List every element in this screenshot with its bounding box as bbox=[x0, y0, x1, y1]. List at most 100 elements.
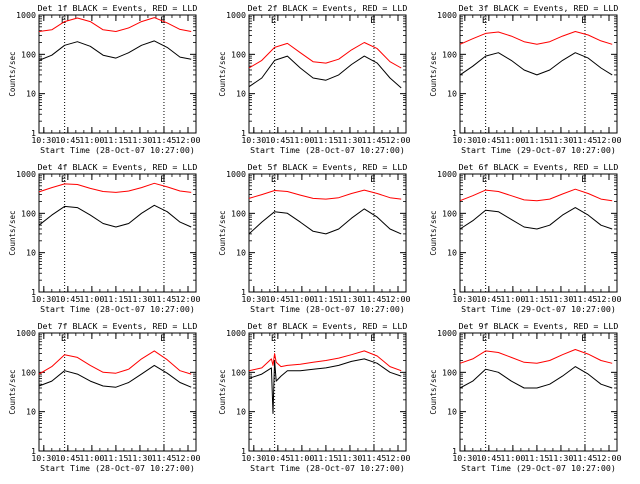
event-marker-label: E bbox=[61, 16, 66, 26]
x-tick-label: 10:30 bbox=[31, 294, 56, 304]
x-tick-label: 10:30 bbox=[452, 453, 477, 463]
event-marker-label: E bbox=[482, 175, 487, 185]
y-axis-label: Counts/sec bbox=[8, 210, 17, 255]
event-marker-label: E bbox=[271, 175, 276, 185]
x-tick-label: 11:30 bbox=[548, 453, 573, 463]
x-tick-label: 11:30 bbox=[548, 294, 573, 304]
y-tick-label: 10 bbox=[236, 407, 246, 417]
x-tick-label: 10:45 bbox=[476, 453, 501, 463]
y-tick-label: 1000 bbox=[16, 169, 36, 179]
event-marker-label: E bbox=[160, 175, 165, 185]
y-tick-label: 1 bbox=[452, 446, 457, 456]
events-series-line bbox=[248, 208, 402, 235]
x-tick-label: 10:45 bbox=[55, 453, 80, 463]
y-tick-label: 1000 bbox=[226, 10, 246, 20]
x-tick-label: 11:45 bbox=[151, 453, 176, 463]
y-axis-label: Counts/sec bbox=[429, 369, 438, 414]
events-series-line bbox=[38, 204, 192, 228]
events-series-line bbox=[38, 364, 192, 388]
plot-frame bbox=[248, 332, 407, 452]
event-marker-label: E bbox=[581, 16, 586, 26]
event-marker-label: E bbox=[370, 334, 375, 344]
y-tick-label: 1000 bbox=[226, 169, 246, 179]
plot-frame bbox=[38, 14, 197, 134]
y-tick-label: 1000 bbox=[437, 169, 457, 179]
y-tick-label: 100 bbox=[442, 208, 457, 218]
x-tick-label: 11:00 bbox=[500, 453, 525, 463]
lld-series-line bbox=[248, 189, 402, 200]
chart-panel-7: Det 7f BLACK = Events, RED = LLD 1 10 100 10… bbox=[8, 321, 200, 473]
x-tick-label: 11:45 bbox=[151, 294, 176, 304]
x-tick-label: 11:45 bbox=[361, 453, 386, 463]
x-tick-label: 12:00 bbox=[175, 294, 200, 304]
event-marker-label: E bbox=[482, 334, 487, 344]
chart-title: Det 3f BLACK = Events, RED = LLD bbox=[459, 3, 619, 13]
x-tick-label: 12:00 bbox=[596, 453, 621, 463]
y-tick-label: 1 bbox=[241, 287, 246, 297]
x-tick-label: 10:45 bbox=[55, 294, 80, 304]
x-axis-label: Start Time (29-Oct-07 10:27:00) bbox=[461, 463, 616, 473]
event-marker-label: E bbox=[61, 175, 66, 185]
x-axis-label: Start Time (28-Oct-07 10:27:00) bbox=[250, 463, 405, 473]
y-tick-label: 10 bbox=[26, 248, 36, 258]
event-marker-label: E bbox=[271, 334, 276, 344]
y-axis-label: Counts/sec bbox=[218, 369, 227, 414]
x-tick-label: 11:15 bbox=[313, 453, 338, 463]
x-tick-label: 11:45 bbox=[572, 453, 597, 463]
chart-panel-9: Det 9f BLACK = Events, RED = LLD 1 10 100 10… bbox=[429, 321, 621, 473]
x-tick-label: 11:30 bbox=[337, 135, 362, 145]
plot-frame bbox=[459, 14, 618, 134]
x-tick-label: 11:00 bbox=[500, 294, 525, 304]
x-tick-label: 10:45 bbox=[476, 135, 501, 145]
plot-frame bbox=[248, 14, 407, 134]
event-marker-label: E bbox=[581, 175, 586, 185]
y-tick-label: 1000 bbox=[16, 328, 36, 338]
x-tick-label: 11:30 bbox=[127, 135, 152, 145]
x-axis-label: Start Time (28-Oct-07 10:27:00) bbox=[250, 304, 405, 314]
y-tick-label: 10 bbox=[447, 407, 457, 417]
x-tick-label: 11:00 bbox=[500, 135, 525, 145]
x-tick-label: 12:00 bbox=[175, 135, 200, 145]
x-axis-label: Start Time (28-Oct-07 10:27:00) bbox=[250, 145, 405, 155]
x-axis-label: Start Time (28-Oct-07 10:27:00) bbox=[40, 463, 195, 473]
x-tick-label: 10:30 bbox=[241, 453, 266, 463]
x-tick-label: 11:00 bbox=[289, 453, 314, 463]
y-axis-label: Counts/sec bbox=[218, 51, 227, 96]
x-tick-label: 11:45 bbox=[151, 135, 176, 145]
chart-panel-2: Det 2f BLACK = Events, RED = LLD 1 10 100 10… bbox=[218, 3, 410, 155]
lld-series-line bbox=[248, 350, 402, 372]
chart-panel-3: Det 3f BLACK = Events, RED = LLD 1 10 100 10… bbox=[429, 3, 621, 155]
chart-title: Det 2f BLACK = Events, RED = LLD bbox=[248, 3, 408, 13]
x-tick-label: 10:45 bbox=[265, 294, 290, 304]
x-tick-label: 10:45 bbox=[55, 135, 80, 145]
y-tick-label: 1 bbox=[241, 128, 246, 138]
x-tick-label: 11:00 bbox=[289, 294, 314, 304]
y-tick-label: 1000 bbox=[437, 328, 457, 338]
event-marker-label: E bbox=[370, 16, 375, 26]
x-tick-label: 11:00 bbox=[79, 135, 104, 145]
x-axis-label: Start Time (28-Oct-07 10:27:00) bbox=[40, 145, 195, 155]
lld-series-line bbox=[38, 350, 192, 375]
x-tick-label: 12:00 bbox=[596, 294, 621, 304]
events-series-line bbox=[248, 55, 402, 89]
lld-series-line bbox=[38, 182, 192, 193]
x-tick-label: 10:30 bbox=[241, 135, 266, 145]
chart-panel-8: Det 8f BLACK = Events, RED = LLD 1 10 100 10… bbox=[218, 321, 410, 473]
x-tick-label: 11:45 bbox=[361, 135, 386, 145]
events-series-line bbox=[459, 207, 613, 230]
y-tick-label: 1000 bbox=[16, 10, 36, 20]
x-tick-label: 11:15 bbox=[524, 453, 549, 463]
events-series-line bbox=[459, 366, 613, 389]
x-tick-label: 11:15 bbox=[313, 135, 338, 145]
x-axis-label: Start Time (29-Oct-07 10:27:00) bbox=[461, 304, 616, 314]
chart-panel-5: Det 5f BLACK = Events, RED = LLD 1 10 100 10… bbox=[218, 162, 410, 314]
y-tick-label: 100 bbox=[231, 208, 246, 218]
x-tick-label: 11:15 bbox=[524, 135, 549, 145]
y-tick-label: 100 bbox=[442, 367, 457, 377]
y-axis-label: Counts/sec bbox=[218, 210, 227, 255]
x-tick-label: 12:00 bbox=[385, 453, 410, 463]
y-tick-label: 1 bbox=[31, 287, 36, 297]
y-tick-label: 1 bbox=[452, 287, 457, 297]
y-tick-label: 100 bbox=[442, 49, 457, 59]
